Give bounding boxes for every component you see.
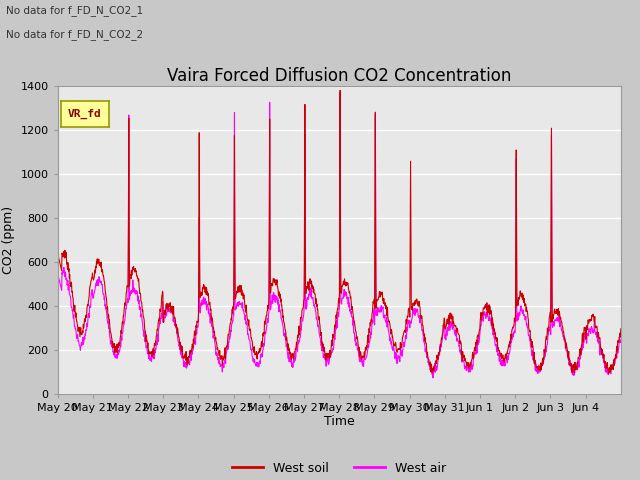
West soil (472, 342, 480, 348)
Text: VR_fd: VR_fd (68, 109, 102, 119)
West soil (142, 331, 150, 337)
West air (556, 313, 563, 319)
Y-axis label: CO2 (ppm): CO2 (ppm) (2, 206, 15, 274)
West soil (617, 326, 625, 332)
West soil (54, 250, 61, 256)
West soil (611, 362, 618, 368)
Title: Vaira Forced Diffusion CO2 Concentration: Vaira Forced Diffusion CO2 Concentration (167, 67, 511, 85)
West air (611, 361, 618, 367)
Legend: West soil, West air: West soil, West air (227, 456, 451, 480)
West air (142, 339, 150, 345)
West soil (605, 371, 612, 376)
Text: No data for f_FD_N_CO2_1: No data for f_FD_N_CO2_1 (6, 5, 143, 16)
Line: West soil: West soil (58, 90, 621, 373)
West air (336, 90, 344, 96)
West air (54, 270, 61, 276)
X-axis label: Time: Time (324, 415, 355, 429)
West air (324, 361, 332, 367)
Line: West air: West air (58, 93, 621, 378)
West soil (555, 312, 563, 318)
Text: No data for f_FD_N_CO2_2: No data for f_FD_N_CO2_2 (6, 29, 143, 40)
West soil (336, 87, 344, 93)
West air (429, 375, 436, 381)
West air (617, 337, 625, 343)
West air (314, 323, 321, 329)
West soil (324, 351, 332, 357)
West air (473, 341, 481, 347)
West soil (314, 306, 321, 312)
